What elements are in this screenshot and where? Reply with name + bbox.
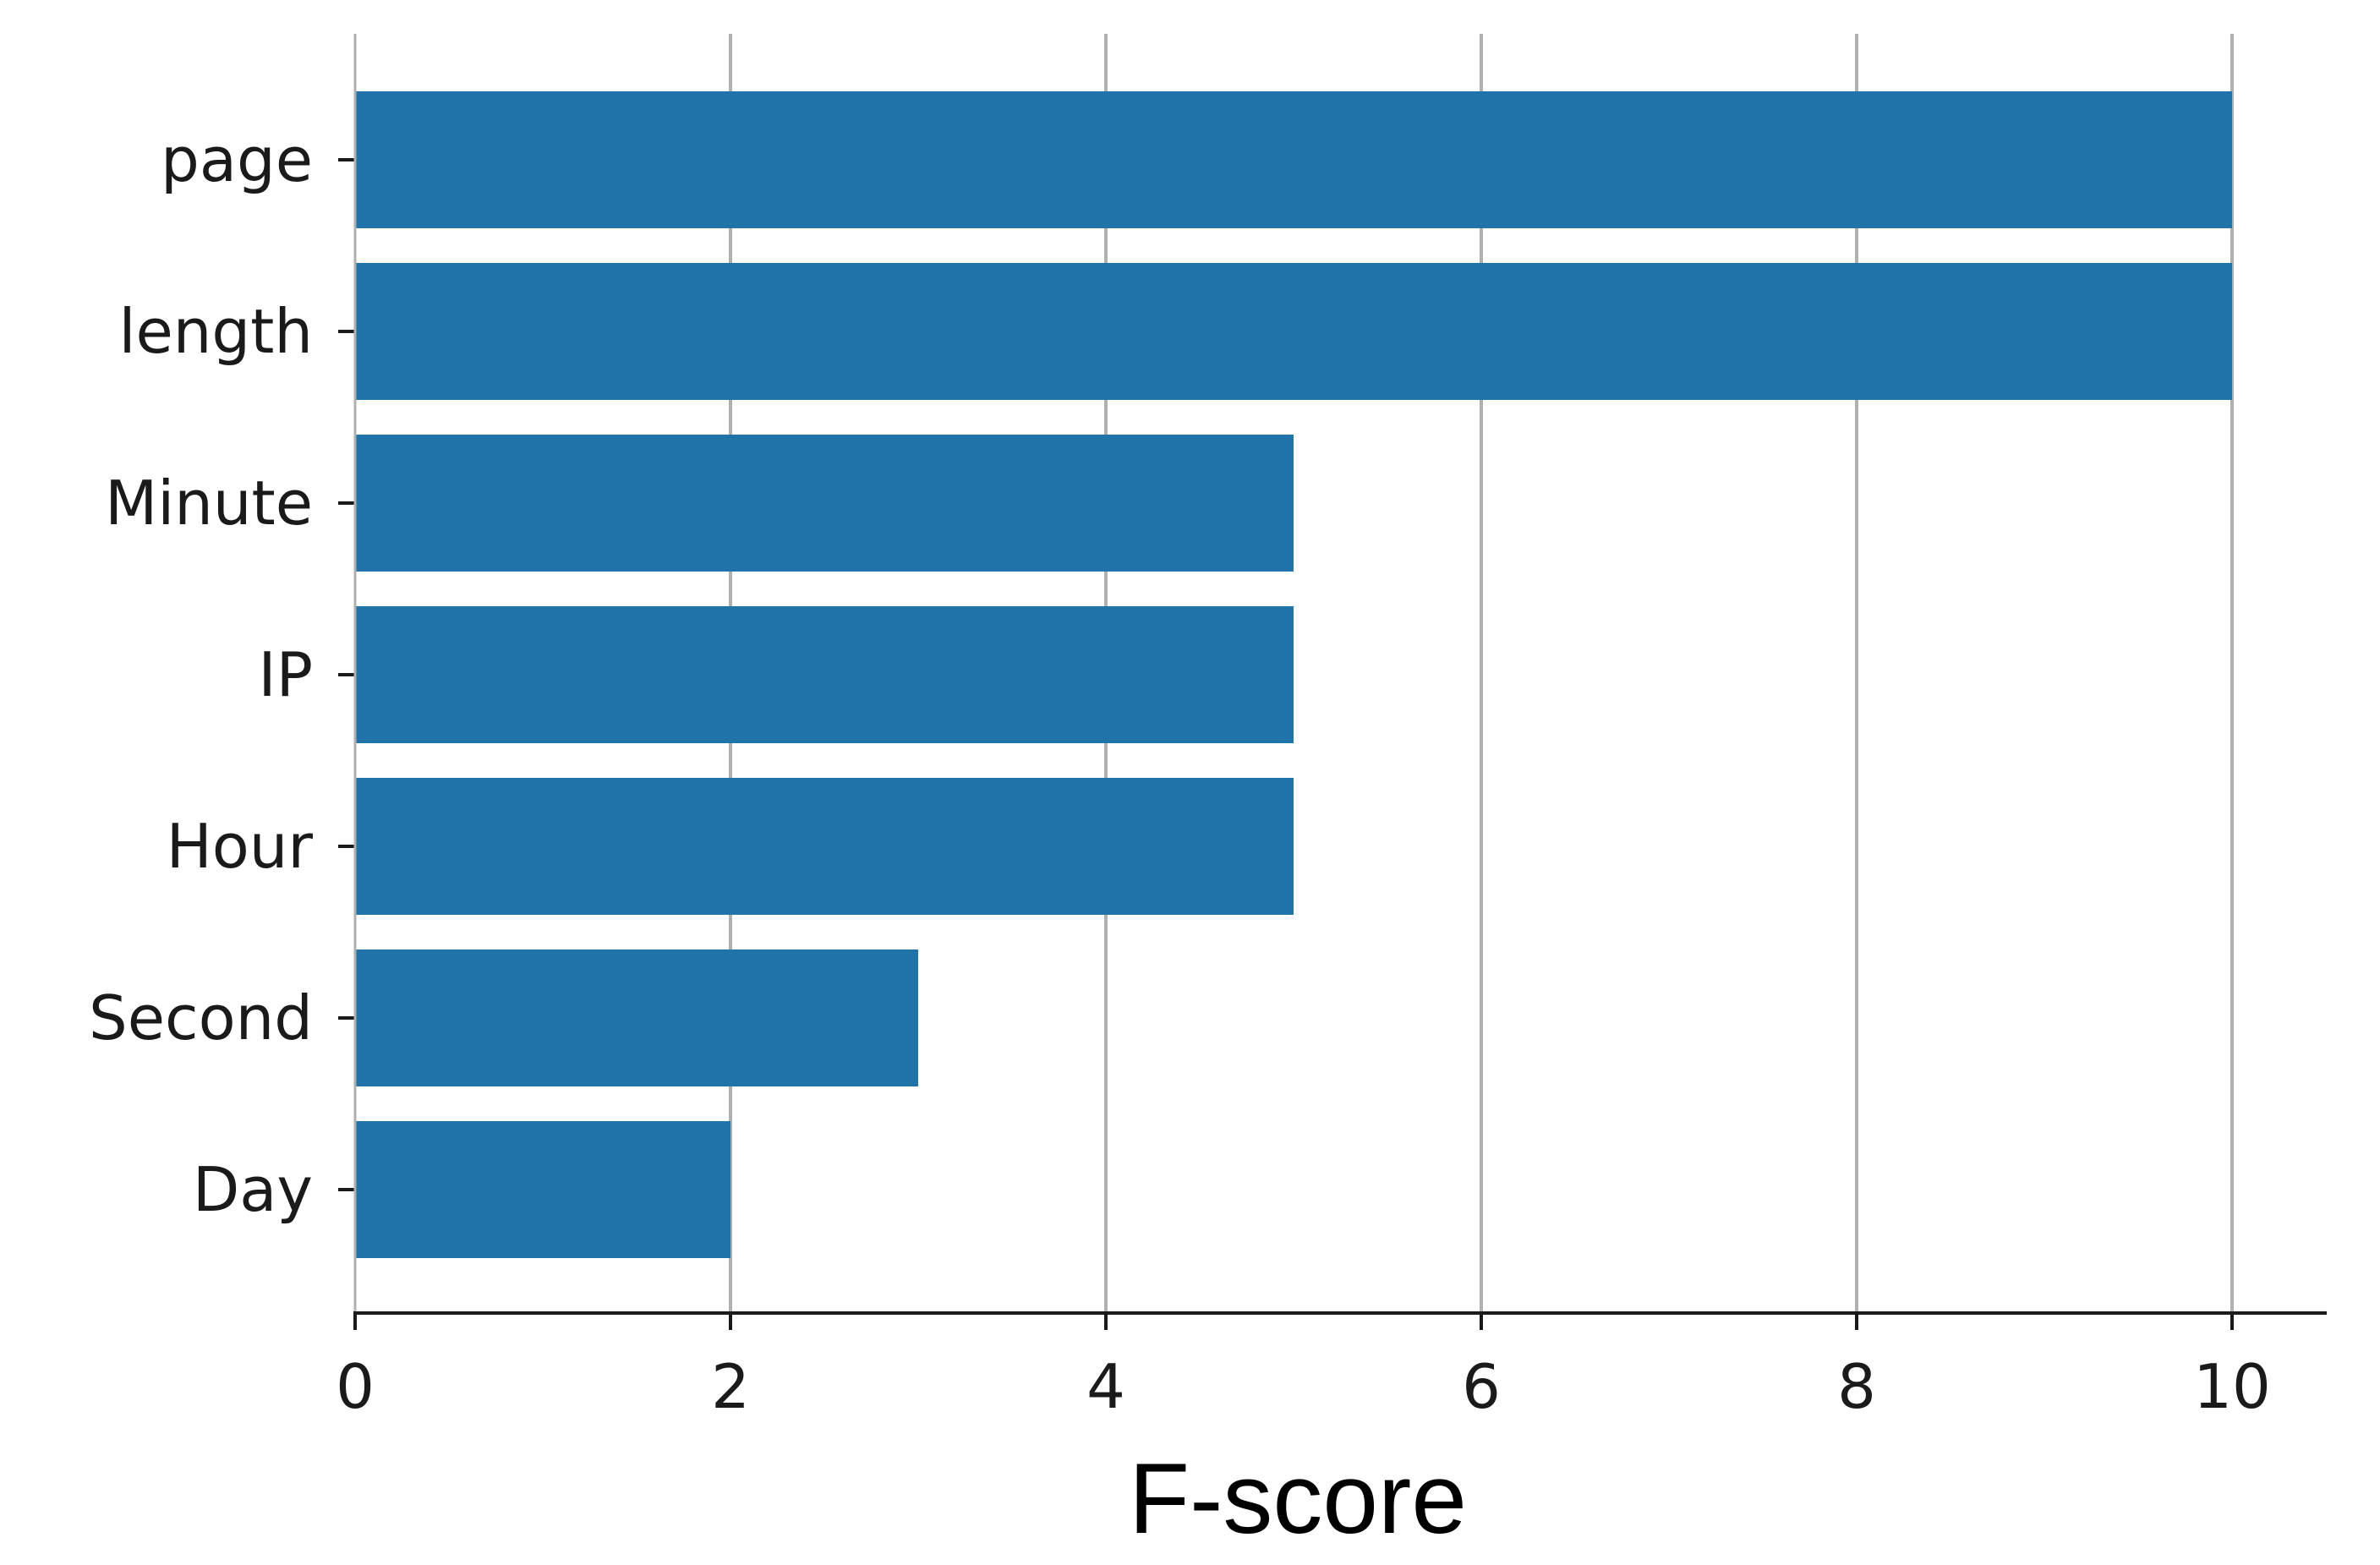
bars	[355, 91, 2232, 1258]
bar-hour	[355, 778, 1294, 915]
bar-minute	[355, 435, 1294, 572]
y-tick-label-length: length	[119, 296, 314, 367]
y-tick-label-hour: Hour	[167, 811, 314, 882]
x-tick-label-10: 10	[2193, 1351, 2271, 1422]
y-tick-label-page: page	[161, 124, 313, 195]
grid-lines	[729, 34, 2234, 1313]
x-tick-label-8: 8	[1837, 1351, 1876, 1422]
axes	[338, 34, 2327, 1330]
x-tick-label-0: 0	[336, 1351, 375, 1422]
y-tick-label-ip: IP	[258, 639, 313, 710]
x-tick-label-4: 4	[1086, 1351, 1125, 1422]
x-tick-label-2: 2	[711, 1351, 750, 1422]
bar-length	[355, 263, 2232, 400]
y-tick-label-second: Second	[89, 982, 313, 1053]
bar-ip	[355, 606, 1294, 743]
x-tick-label-6: 6	[1462, 1351, 1501, 1422]
bar-second	[355, 949, 918, 1086]
x-axis-title: F-score	[1129, 1443, 1467, 1555]
y-tick-label-day: Day	[193, 1154, 313, 1225]
bar-day	[355, 1121, 730, 1258]
y-tick-label-minute: Minute	[105, 468, 313, 539]
bar-page	[355, 91, 2232, 228]
tick-labels: page length Minute IP Hour Second Day 0 2 4 6 8 10	[89, 124, 2271, 1422]
